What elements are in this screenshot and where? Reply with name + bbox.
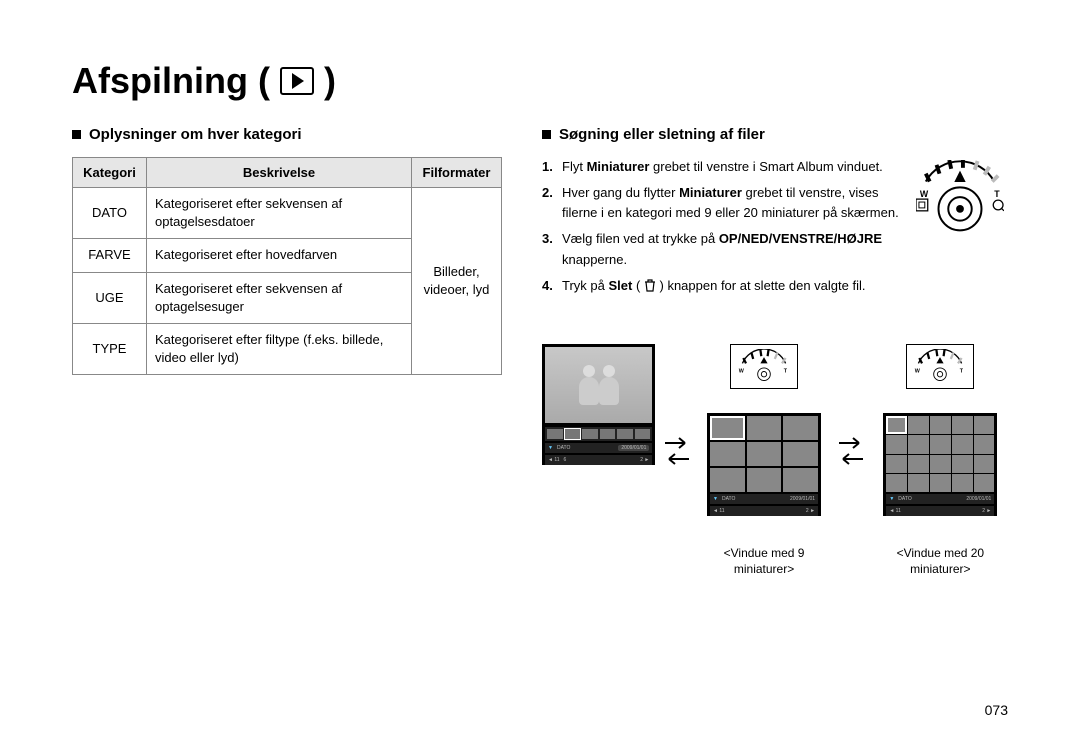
play-icon — [280, 67, 314, 95]
small-dial-icon: W T — [730, 344, 798, 389]
filmstrip — [545, 427, 652, 441]
photo-preview — [545, 347, 652, 423]
bottom-bar: ◄ 1162 ► — [545, 455, 652, 465]
svg-text:T: T — [960, 368, 964, 374]
page-number: 073 — [985, 702, 1008, 718]
cell-d: Kategoriseret efter hovedfarven — [147, 239, 412, 272]
th-kategori: Kategori — [73, 158, 147, 188]
svg-text:W: W — [739, 368, 745, 374]
step-2: Hver gang du flytter Miniaturer grebet t… — [542, 183, 908, 223]
arrow-icon — [839, 437, 863, 465]
trash-icon — [644, 279, 656, 292]
cell-d: Kategoriseret efter sekvensen af optagel… — [147, 188, 412, 239]
page-title: Afspilning ( ) — [72, 60, 1008, 102]
screen-single: ▼ DATO 2009/01/01 ◄ 1162 ► — [542, 344, 655, 465]
svg-text:W: W — [915, 368, 921, 374]
right-heading-text: Søgning eller sletning af filer — [559, 126, 765, 143]
step-1: Flyt Miniaturer grebet til venstre i Sma… — [542, 157, 908, 177]
th-beskrivelse: Beskrivelse — [147, 158, 412, 188]
screen-20-grid: ▼DATO2009/01/01 ◄ 112 ► — [883, 413, 997, 516]
step-3: Vælg filen ved at trykke på OP/NED/VENST… — [542, 229, 908, 269]
svg-text:W: W — [920, 189, 929, 199]
cell-k: UGE — [73, 272, 147, 323]
caption-9: <Vindue med 9 miniaturer> — [699, 546, 828, 577]
bullet-icon — [542, 130, 551, 139]
thumbnail-diagram: ▼ DATO 2009/01/01 ◄ 1162 ► — [542, 344, 1008, 578]
cell-d: Kategoriseret efter sekvensen af optagel… — [147, 272, 412, 323]
step-4: Tryk på Slet ( ) knappen for at slette d… — [542, 276, 908, 296]
zoom-dial-icon: W T — [916, 160, 1004, 237]
caption-20: <Vindue med 20 miniaturer> — [873, 546, 1008, 577]
cell-k: TYPE — [73, 323, 147, 374]
right-heading: Søgning eller sletning af filer — [542, 126, 1008, 143]
bullet-icon — [72, 130, 81, 139]
status-bar: ▼ DATO 2009/01/01 — [545, 443, 652, 453]
svg-text:T: T — [784, 368, 788, 374]
category-table: Kategori Beskrivelse Filformater DATO Ka… — [72, 157, 502, 375]
th-filformater: Filformater — [412, 158, 502, 188]
title-paren-open: ( — [258, 60, 270, 102]
left-heading: Oplysninger om hver kategori — [72, 126, 502, 143]
cell-k: DATO — [73, 188, 147, 239]
left-heading-text: Oplysninger om hver kategori — [89, 126, 302, 143]
arrow-icon — [665, 437, 689, 465]
cell-k: FARVE — [73, 239, 147, 272]
title-text: Afspilning — [72, 60, 248, 102]
cell-d: Kategoriseret efter filtype (f.eks. bill… — [147, 323, 412, 374]
table-row: DATO Kategoriseret efter sekvensen af op… — [73, 188, 502, 239]
svg-text:T: T — [994, 189, 1000, 199]
small-dial-icon: W T — [906, 344, 974, 389]
title-paren-close: ) — [324, 60, 336, 102]
screen-9-grid: ▼DATO2009/01/01 ◄ 112 ► — [707, 413, 821, 516]
cell-formats: Billeder, videoer, lyd — [412, 188, 502, 375]
